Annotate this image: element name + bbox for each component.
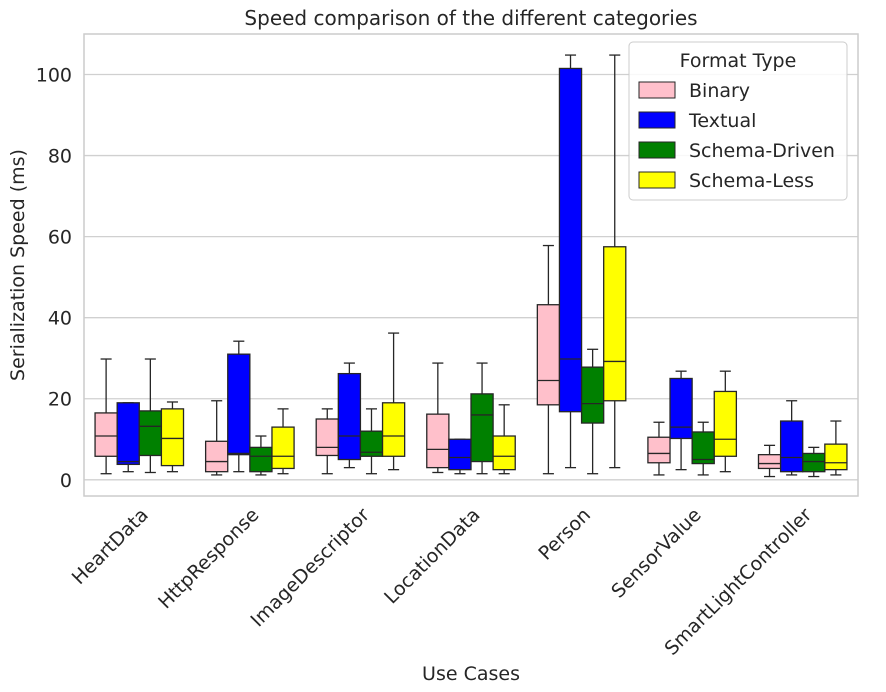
box-textual bbox=[337, 372, 362, 461]
box-textual bbox=[669, 377, 693, 440]
box-schema-driven bbox=[249, 446, 273, 473]
box-schema-driven bbox=[691, 431, 715, 465]
box-schema-less bbox=[492, 435, 516, 471]
y-tick-label: 80 bbox=[48, 146, 72, 168]
box-schema-driven bbox=[802, 452, 826, 473]
box-binary bbox=[94, 412, 118, 457]
box-textual bbox=[116, 402, 140, 466]
box-binary bbox=[536, 304, 561, 406]
legend-title: Format Type bbox=[680, 50, 797, 72]
box-binary bbox=[315, 418, 339, 457]
legend: Format Type Binary Textual Schema-Driven Sc… bbox=[628, 41, 848, 201]
legend-swatch bbox=[638, 81, 676, 99]
box-schema-less bbox=[271, 426, 295, 470]
legend-label: Schema-Less bbox=[689, 170, 814, 192]
legend-swatch bbox=[638, 141, 676, 159]
legend-swatch bbox=[638, 111, 676, 129]
legend-label: Binary bbox=[689, 80, 750, 102]
box-binary bbox=[757, 454, 782, 470]
y-tick-label: 100 bbox=[36, 65, 72, 87]
plot-frame bbox=[83, 33, 859, 497]
box-schema-less bbox=[824, 443, 848, 471]
legend-swatch bbox=[638, 171, 676, 189]
box-schema-less bbox=[713, 390, 738, 457]
box-schema-driven bbox=[580, 366, 605, 424]
y-tick-label: 60 bbox=[48, 227, 72, 249]
box-textual bbox=[779, 420, 804, 473]
chart-title: Speed comparison of the different catego… bbox=[244, 6, 697, 30]
y-tick-label: 40 bbox=[48, 308, 72, 330]
box-binary bbox=[204, 440, 229, 473]
box-schema-less bbox=[160, 408, 185, 467]
legend-frame bbox=[628, 41, 848, 201]
y-tick-label: 0 bbox=[60, 470, 72, 492]
legend-label: Textual bbox=[688, 110, 756, 132]
box-textual bbox=[448, 438, 472, 471]
box-schema-less bbox=[381, 402, 406, 457]
box-schema-less bbox=[603, 246, 627, 402]
legend-label: Schema-Driven bbox=[689, 140, 835, 162]
box-textual bbox=[227, 353, 251, 456]
box-binary bbox=[647, 436, 671, 464]
box-binary bbox=[426, 413, 450, 469]
y-tick-label: 20 bbox=[48, 389, 72, 411]
box-schema-driven bbox=[138, 410, 163, 457]
y-axis-label: Serialization Speed (ms) bbox=[7, 149, 29, 381]
x-axis-label: Use Cases bbox=[422, 663, 520, 685]
box-schema-driven bbox=[470, 393, 494, 463]
box-textual bbox=[558, 67, 583, 413]
box-group bbox=[94, 54, 848, 478]
y-axis: 0 20 40 60 80 100 bbox=[36, 65, 72, 492]
